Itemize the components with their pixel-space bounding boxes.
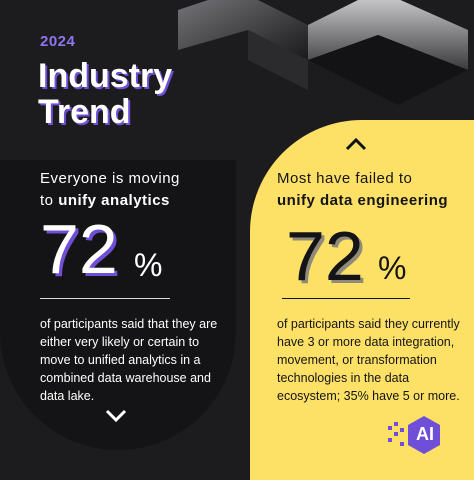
left-divider	[40, 298, 170, 299]
left-description: of participants said that they are eithe…	[40, 317, 218, 403]
left-heading: Everyone is moving to unify analytics	[40, 170, 180, 209]
ai-logo-text: AI	[416, 424, 434, 444]
year-label: 2024	[40, 33, 76, 50]
right-divider	[282, 298, 410, 299]
dark-panel	[0, 0, 236, 474]
left-stat-value: 72	[40, 210, 118, 288]
left-stat-unit: %	[134, 247, 163, 283]
right-stat-value: 72	[286, 217, 364, 295]
ai-hexagon-icon	[388, 416, 440, 454]
chevron-up-icon[interactable]	[344, 136, 368, 152]
yellow-panel	[250, 120, 474, 480]
decorative-3d-shape	[178, 0, 468, 105]
chevron-down-icon[interactable]	[104, 408, 128, 424]
page-title: Industry Trend	[38, 57, 173, 131]
right-description: of participants said they currently have…	[277, 317, 460, 403]
right-heading: Most have failed to unify data engineeri…	[277, 170, 449, 209]
right-stat-unit: %	[378, 250, 407, 286]
